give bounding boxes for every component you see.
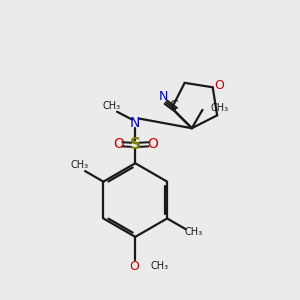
- Text: C: C: [169, 99, 178, 112]
- Text: CH₃: CH₃: [211, 103, 229, 113]
- Text: CH₃: CH₃: [151, 261, 169, 271]
- Text: N: N: [130, 116, 140, 130]
- Text: CH₃: CH₃: [185, 227, 203, 237]
- Text: N: N: [159, 90, 168, 103]
- Text: S: S: [130, 137, 141, 152]
- Text: O: O: [214, 79, 224, 92]
- Text: O: O: [147, 137, 158, 151]
- Text: O: O: [129, 260, 139, 273]
- Text: CH₃: CH₃: [103, 101, 121, 111]
- Text: O: O: [113, 137, 124, 151]
- Text: CH₃: CH₃: [71, 160, 89, 170]
